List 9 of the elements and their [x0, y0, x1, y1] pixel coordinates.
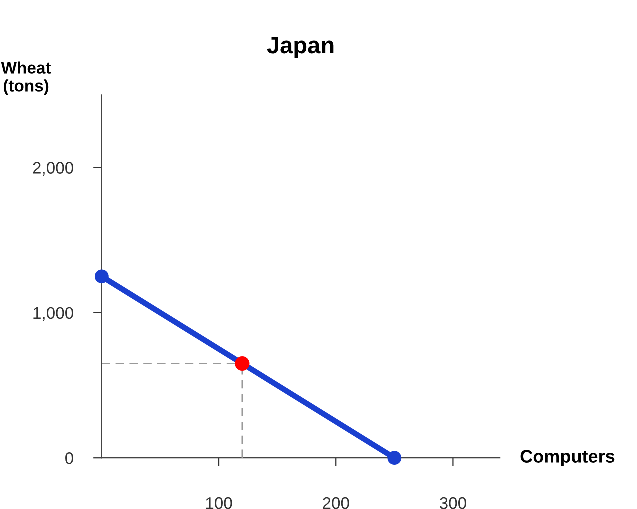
y-axis-title: Wheat (tons) — [1, 62, 52, 96]
x-tick-label: 100 — [206, 497, 232, 509]
y-tick-label: 1,000 — [34, 307, 74, 322]
chart-title: Japan — [267, 37, 334, 58]
x-tick-label: 200 — [323, 497, 350, 509]
x-axis-title: Computers — [520, 450, 615, 467]
y-tick-label: 0 — [66, 452, 74, 464]
y-tick-label: 2,000 — [33, 162, 74, 176]
x-tick-label: 300 — [440, 497, 466, 509]
